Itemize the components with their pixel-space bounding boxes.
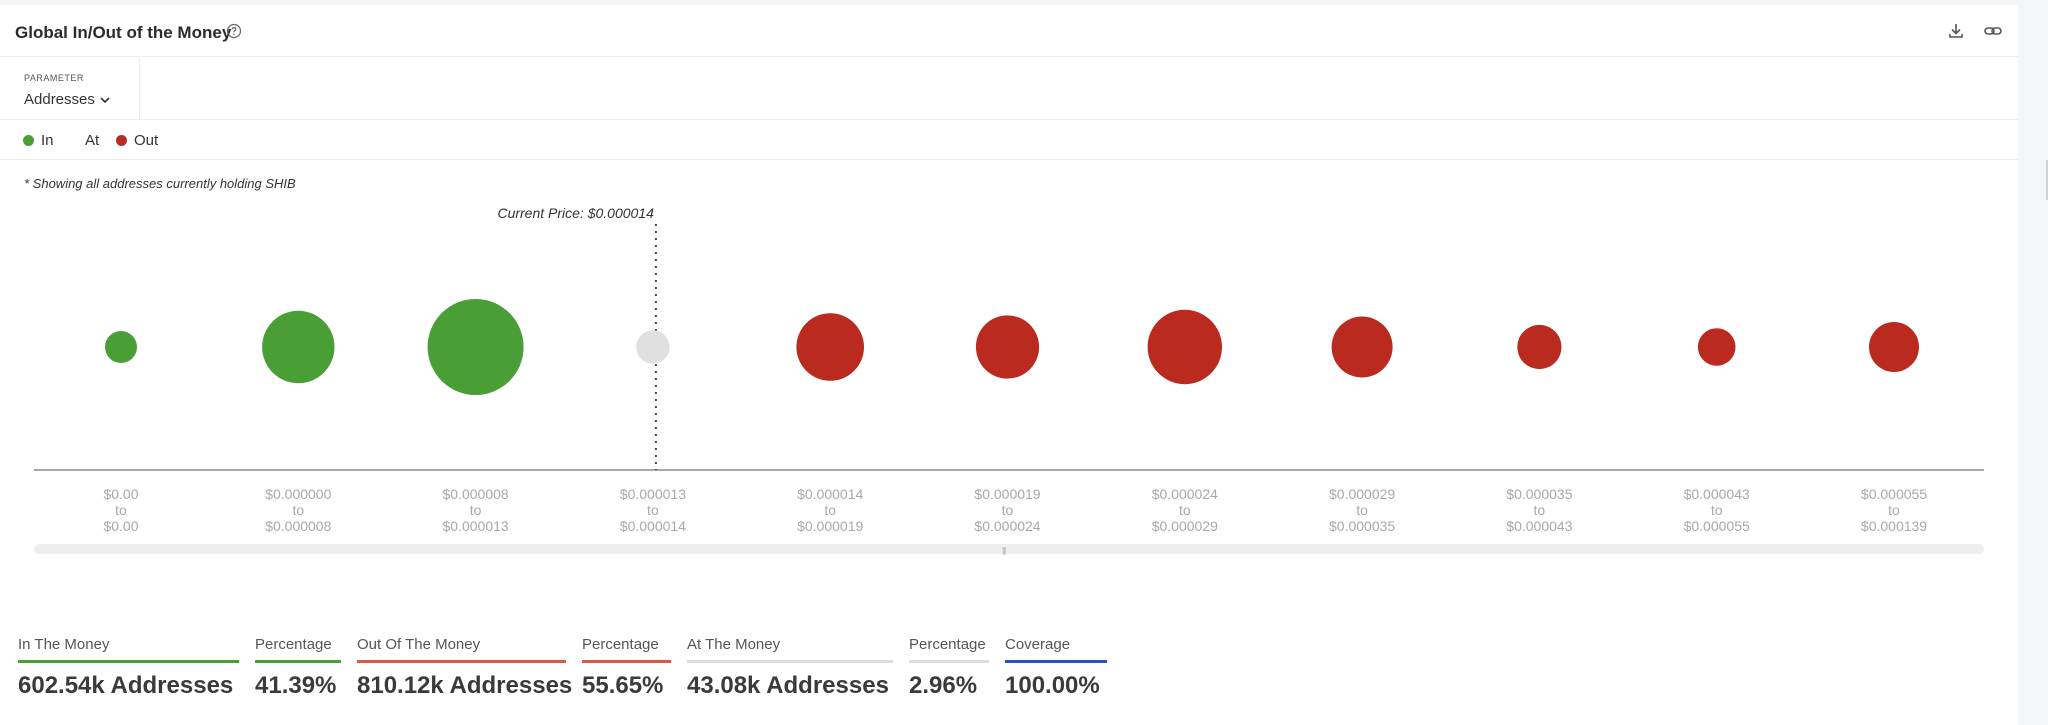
current-price-label: Current Price: $0.000014 bbox=[497, 205, 654, 221]
tick-label-9-to-word: to bbox=[1711, 502, 1723, 518]
scroll-grip-icon[interactable]: ||| bbox=[1002, 546, 1006, 555]
tick-label-1-to-word: to bbox=[292, 502, 304, 518]
tick-label-6-from: $0.000024 bbox=[1152, 486, 1218, 502]
chevron-down-icon bbox=[100, 96, 110, 103]
chart-note: * Showing all addresses currently holdin… bbox=[24, 176, 296, 191]
tick-label-6-to-word: to bbox=[1179, 502, 1191, 518]
legend-dot-out bbox=[116, 135, 127, 146]
stat-value: 41.39% bbox=[255, 672, 337, 699]
tick-label-10-from: $0.000055 bbox=[1861, 486, 1927, 502]
tick-label-8-from: $0.000035 bbox=[1506, 486, 1572, 502]
tick-label-2-to-word: to bbox=[470, 502, 482, 518]
stat-value: 602.54k Addresses bbox=[18, 672, 234, 699]
tick-label-9-from: $0.000043 bbox=[1684, 486, 1750, 502]
legend-label-in: In bbox=[41, 132, 54, 149]
bubble-out-10[interactable] bbox=[1869, 322, 1919, 372]
bubble-out-9[interactable] bbox=[1697, 328, 1736, 366]
tick-label-0-to-word: to bbox=[115, 502, 127, 518]
tick-label-6-to: $0.000029 bbox=[1152, 518, 1218, 534]
stat-label: Percentage bbox=[255, 636, 341, 663]
legend: In At Out bbox=[0, 121, 2018, 160]
tick-label-2-from: $0.000008 bbox=[443, 486, 509, 502]
parameter-selector: PARAMETER Addresses bbox=[0, 58, 140, 119]
tick-label-0-from: $0.00 bbox=[103, 486, 138, 502]
bubble-out-7[interactable] bbox=[1331, 316, 1393, 378]
stat-value: 55.65% bbox=[582, 672, 664, 699]
parameter-value: Addresses bbox=[24, 91, 95, 108]
tick-label-5-to-word: to bbox=[1002, 502, 1014, 518]
stat-value: 100.00% bbox=[1005, 672, 1100, 699]
tick-label-7-from: $0.000029 bbox=[1329, 486, 1395, 502]
stat-value: 43.08k Addresses bbox=[687, 672, 889, 699]
card-header: Global In/Out of the Money bbox=[0, 5, 2018, 57]
stat-at-percentage: Percentage 2.96% bbox=[909, 636, 989, 700]
parameter-dropdown[interactable]: Addresses bbox=[24, 91, 111, 108]
tick-label-8-to: $0.000043 bbox=[1506, 518, 1572, 534]
stat-out-of-the-money: Out Of The Money 810.12k Addresses bbox=[357, 636, 573, 700]
legend-label-at: At bbox=[85, 132, 100, 149]
bubble-out-4[interactable] bbox=[796, 313, 864, 381]
help-icon[interactable] bbox=[226, 23, 242, 39]
stat-in-percentage: Percentage 41.39% bbox=[255, 636, 341, 700]
tick-label-10-to: $0.000139 bbox=[1861, 518, 1927, 534]
tick-label-2-to: $0.000013 bbox=[443, 518, 509, 534]
stat-value: 2.96% bbox=[909, 672, 978, 699]
link-icon[interactable] bbox=[1983, 21, 2003, 41]
legend-item-out[interactable]: Out bbox=[116, 132, 158, 149]
tick-label-1-from: $0.000000 bbox=[265, 486, 331, 502]
download-icon[interactable] bbox=[1946, 21, 1966, 41]
tick-label-3-to-word: to bbox=[647, 502, 659, 518]
stat-at-the-money: At The Money 43.08k Addresses bbox=[687, 636, 893, 700]
tick-label-10-to-word: to bbox=[1888, 502, 1900, 518]
bubble-out-8[interactable] bbox=[1517, 324, 1562, 370]
parameter-row: PARAMETER Addresses bbox=[0, 58, 2018, 120]
tick-label-7-to-word: to bbox=[1356, 502, 1368, 518]
stat-label: Percentage bbox=[582, 636, 671, 663]
tick-label-1-to: $0.000008 bbox=[265, 518, 331, 534]
bubble-in-2[interactable] bbox=[427, 299, 524, 395]
stat-out-percentage: Percentage 55.65% bbox=[582, 636, 671, 700]
bubble-in-1[interactable] bbox=[262, 310, 335, 384]
bubble-out-6[interactable] bbox=[1147, 309, 1223, 385]
legend-dot-in bbox=[23, 135, 34, 146]
tick-label-5-to: $0.000024 bbox=[974, 518, 1040, 534]
tick-label-7-to: $0.000035 bbox=[1329, 518, 1395, 534]
legend-label-out: Out bbox=[134, 132, 159, 149]
stat-in-the-money: In The Money 602.54k Addresses bbox=[18, 636, 239, 700]
tick-label-4-to-word: to bbox=[824, 502, 836, 518]
stat-label: Coverage bbox=[1005, 636, 1107, 663]
stat-label: In The Money bbox=[18, 636, 239, 663]
stat-label: Out Of The Money bbox=[357, 636, 566, 663]
chart-scrollbar[interactable]: ||| bbox=[34, 544, 1984, 555]
legend-item-in[interactable]: In bbox=[23, 132, 54, 149]
bubble-at-3[interactable] bbox=[636, 330, 670, 364]
tick-label-8-to-word: to bbox=[1534, 502, 1546, 518]
tick-label-4-from: $0.000014 bbox=[797, 486, 863, 502]
tick-label-3-from: $0.000013 bbox=[620, 486, 686, 502]
stat-label: Percentage bbox=[909, 636, 989, 663]
bubble-in-0[interactable] bbox=[105, 331, 137, 363]
bubble-out-5[interactable] bbox=[975, 315, 1040, 379]
tick-label-5-from: $0.000019 bbox=[974, 486, 1040, 502]
stat-coverage: Coverage 100.00% bbox=[1005, 636, 1107, 700]
tick-label-4-to: $0.000019 bbox=[797, 518, 863, 534]
stat-value: 810.12k Addresses bbox=[357, 672, 573, 699]
tick-label-0-to: $0.00 bbox=[103, 518, 138, 534]
tick-label-9-to: $0.000055 bbox=[1684, 518, 1750, 534]
page-edge-handle bbox=[2046, 160, 2048, 200]
legend-item-at[interactable]: At bbox=[85, 132, 99, 149]
stat-label: At The Money bbox=[687, 636, 893, 663]
tick-label-3-to: $0.000014 bbox=[620, 518, 686, 534]
parameter-label: PARAMETER bbox=[24, 73, 84, 83]
page-title: Global In/Out of the Money bbox=[15, 23, 232, 42]
